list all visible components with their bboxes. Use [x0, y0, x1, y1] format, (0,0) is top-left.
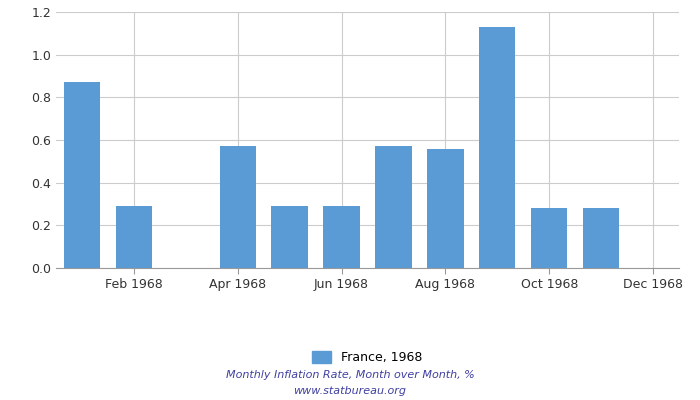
Bar — [375, 146, 412, 268]
Bar — [220, 146, 256, 268]
Bar — [272, 206, 308, 268]
Text: www.statbureau.org: www.statbureau.org — [293, 386, 407, 396]
Bar — [479, 27, 515, 268]
Text: Monthly Inflation Rate, Month over Month, %: Monthly Inflation Rate, Month over Month… — [225, 370, 475, 380]
Bar — [323, 206, 360, 268]
Legend: France, 1968: France, 1968 — [307, 346, 428, 369]
Bar — [531, 208, 568, 268]
Bar — [583, 208, 620, 268]
Bar — [427, 148, 463, 268]
Bar — [64, 82, 100, 268]
Bar — [116, 206, 152, 268]
